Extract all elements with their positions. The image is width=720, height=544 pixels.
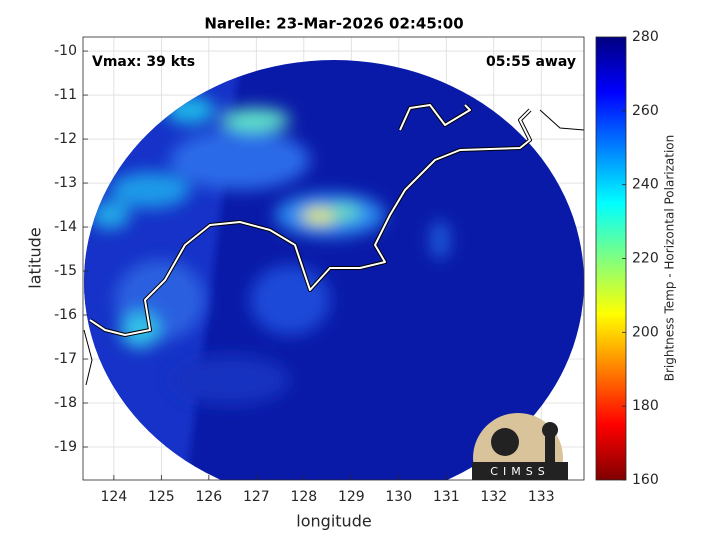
y-tick-label: -19 bbox=[54, 439, 77, 455]
y-axis-label: latitude bbox=[26, 227, 45, 288]
x-tick-label: 127 bbox=[243, 489, 270, 505]
colorbar bbox=[595, 36, 627, 481]
y-tick-label: -11 bbox=[54, 87, 77, 103]
plot-frame bbox=[82, 36, 585, 481]
y-tick-label: -15 bbox=[54, 263, 77, 279]
axes: 124 125 126 127 128 129 130 131 132 133 -10 -11 -12 -… bbox=[54, 43, 555, 505]
colorbar-tick-label: 180 bbox=[632, 398, 659, 414]
y-tick-label: -12 bbox=[54, 131, 77, 147]
annotation: 05:55 away bbox=[486, 54, 576, 70]
logo-text: CIMSS bbox=[490, 465, 549, 478]
y-tick-label: -18 bbox=[54, 395, 77, 411]
y-tick-label: -14 bbox=[54, 219, 77, 235]
y-tick-label: -16 bbox=[54, 307, 77, 323]
image-layer bbox=[83, 60, 584, 480]
coastline bbox=[83, 103, 584, 386]
colorbar-tick-label: 280 bbox=[632, 29, 659, 45]
x-tick-label: 131 bbox=[433, 489, 460, 505]
x-tick-label: 129 bbox=[338, 489, 365, 505]
y-tick-label: -10 bbox=[54, 43, 77, 59]
x-tick-label: 132 bbox=[480, 489, 507, 505]
logo: CIMSS bbox=[472, 413, 568, 480]
y-tick-label: -17 bbox=[54, 351, 77, 367]
colorbar-label: Brightness Temp - Horizontal Polarizatio… bbox=[663, 135, 677, 382]
x-tick-label: 130 bbox=[385, 489, 412, 505]
colorbar-tick-label: 200 bbox=[632, 324, 659, 340]
colorbar-tick-label: 160 bbox=[632, 472, 659, 488]
annotation: Vmax: 39 kts bbox=[92, 54, 195, 70]
x-tick-label: 125 bbox=[148, 489, 175, 505]
x-tick-label: 128 bbox=[290, 489, 317, 505]
chart-title: Narelle: 23-Mar-2026 02:45:00 bbox=[204, 15, 463, 33]
colorbar-tick-label: 260 bbox=[632, 103, 659, 119]
x-tick-label: 124 bbox=[101, 489, 128, 505]
x-tick-label: 133 bbox=[528, 489, 555, 505]
x-tick-label: 126 bbox=[195, 489, 222, 505]
y-tick-label: -13 bbox=[54, 175, 77, 191]
colorbar-tick-label: 240 bbox=[632, 177, 659, 193]
x-axis-label: longitude bbox=[296, 512, 371, 531]
colorbar-tick-label: 220 bbox=[632, 251, 659, 267]
